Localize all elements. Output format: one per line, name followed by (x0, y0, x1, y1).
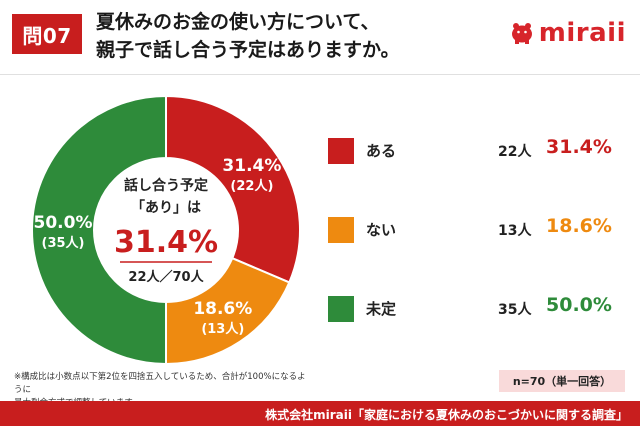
brand-logo: miraii (509, 18, 626, 48)
footer-source: 株式会社miraii「家庭における夏休みのおこづかいに関する調査」 (265, 408, 628, 422)
legend-swatch (328, 296, 354, 322)
center-line1: 話し合う予定 (124, 177, 208, 194)
legend-label: 未定 (366, 300, 397, 318)
legend-swatch (328, 138, 354, 164)
center-line2: 「あり」は (131, 199, 201, 216)
donut-slice-2 (165, 256, 291, 366)
legend-pct: 31.4% (546, 136, 612, 158)
slice-count-label: (13人) (201, 321, 244, 337)
sample-size-badge: n=70（単一回答） (499, 370, 625, 392)
legend-pct: 50.0% (546, 294, 612, 316)
donut-slice-1 (165, 94, 301, 284)
center-value: 31.4% (114, 225, 218, 260)
footer-bar: 株式会社miraii「家庭における夏休みのおこづかいに関する調査」 (0, 401, 640, 426)
brand-name: miraii (538, 18, 626, 48)
legend-count: 13人 (498, 223, 532, 239)
donut-chart: 31.4% (22人) 18.6% (13人) 50.0% (35人) 話し合う予定 「あ… (31, 94, 301, 366)
center-sub: 22人／70人 (128, 269, 204, 285)
legend-pct: 18.6% (546, 215, 612, 237)
legend-label: ある (366, 142, 397, 160)
slice-count-label: (22人) (230, 178, 273, 194)
header: 問07 夏休みのお金の使い方について、 親子で話し合う予定はありますか。 mir… (0, 0, 640, 72)
question-title-line1: 夏休みのお金の使い方について、 (96, 11, 380, 33)
question-title: 夏休みのお金の使い方について、 親子で話し合う予定はありますか。 (96, 8, 400, 64)
legend-count: 35人 (498, 302, 532, 318)
slice-value-label: 50.0% (34, 213, 93, 233)
legend-swatch (328, 217, 354, 243)
legend-count: 22人 (498, 144, 532, 160)
question-title-line2: 親子で話し合う予定はありますか。 (96, 39, 400, 61)
legend-row-mitei: 未定 35人 50.0% (328, 294, 618, 324)
center-summary: 話し合う予定 「あり」は 31.4% 22人／70人 (114, 177, 218, 285)
legend-row-nai: ない 13人 18.6% (328, 215, 618, 245)
slice-value-label: 18.6% (193, 299, 252, 319)
footnote-line1: ※構成比は小数点以下第2位を四捨五入しているため、合計が100%になるように (14, 372, 306, 395)
slice-value-label: 31.4% (222, 156, 281, 176)
legend-label: ない (366, 221, 397, 239)
slice-count-label: (35人) (42, 235, 85, 251)
piggy-bank-icon (511, 23, 532, 44)
question-badge: 問07 (12, 14, 82, 54)
donut-slice-3 (31, 94, 167, 366)
header-divider (0, 74, 640, 75)
legend-row-aru: ある 22人 31.4% (328, 136, 618, 166)
